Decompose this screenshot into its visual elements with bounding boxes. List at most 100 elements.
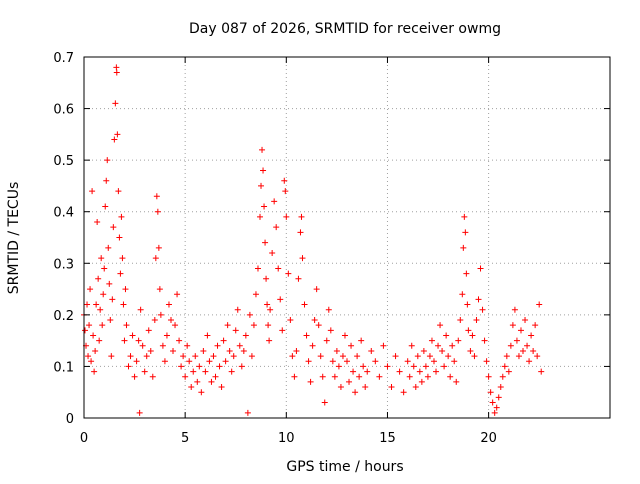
data-point [414, 353, 421, 360]
x-tick-label: 15 [379, 431, 396, 446]
data-point [303, 332, 310, 339]
data-point [202, 368, 209, 375]
data-point [439, 347, 446, 354]
data-point [131, 373, 138, 380]
data-point [293, 347, 300, 354]
data-point [517, 327, 524, 334]
data-point [503, 353, 510, 360]
data-point [196, 363, 203, 370]
data-point [354, 353, 361, 360]
data-point [232, 327, 239, 334]
data-point [428, 337, 435, 344]
data-point [532, 322, 539, 329]
data-point [420, 347, 427, 354]
data-point [277, 296, 284, 303]
data-point [167, 317, 174, 324]
data-point [92, 347, 99, 354]
data-point [165, 301, 172, 308]
data-point [244, 409, 251, 416]
data-point [449, 342, 456, 349]
data-point [172, 322, 179, 329]
data-point [257, 213, 264, 220]
data-point [311, 317, 318, 324]
data-point [451, 358, 458, 365]
data-point [101, 265, 108, 272]
data-point [461, 213, 468, 220]
data-point [214, 342, 221, 349]
data-point [208, 378, 215, 385]
data-point [91, 368, 98, 375]
data-point [329, 358, 336, 365]
data-point [520, 347, 527, 354]
data-point [530, 347, 537, 354]
data-point [112, 100, 119, 107]
data-point [154, 208, 161, 215]
data-point [129, 332, 136, 339]
data-point [82, 327, 89, 334]
data-point [230, 353, 237, 360]
data-point [339, 353, 346, 360]
data-point [218, 384, 225, 391]
data-point [295, 275, 302, 282]
data-point [90, 332, 97, 339]
data-point [313, 286, 320, 293]
data-point [87, 286, 94, 293]
data-point [135, 337, 142, 344]
data-point [356, 373, 363, 380]
data-point [133, 358, 140, 365]
data-point [368, 347, 375, 354]
data-point [337, 384, 344, 391]
data-point [410, 363, 417, 370]
data-point [282, 188, 289, 195]
data-point [170, 347, 177, 354]
data-point [119, 255, 126, 262]
data-point [240, 347, 247, 354]
data-point [137, 306, 144, 313]
data-point [271, 198, 278, 205]
data-point [460, 244, 467, 251]
data-point [114, 131, 121, 138]
data-point [116, 234, 123, 241]
data-point [331, 373, 338, 380]
data-point [104, 157, 111, 164]
data-point [121, 337, 128, 344]
data-point [416, 368, 423, 375]
data-point [180, 353, 187, 360]
data-point [467, 347, 474, 354]
data-point [161, 358, 168, 365]
data-point [99, 322, 106, 329]
data-point [139, 342, 146, 349]
data-point [156, 286, 163, 293]
data-point [266, 337, 273, 344]
data-point [275, 265, 282, 272]
data-point [435, 342, 442, 349]
x-tick-label: 5 [181, 431, 189, 446]
data-point [473, 317, 480, 324]
data-point [299, 255, 306, 262]
data-point [178, 363, 185, 370]
data-point [151, 317, 158, 324]
data-point [475, 296, 482, 303]
data-point [534, 353, 541, 360]
data-point [433, 368, 440, 375]
data-point [380, 342, 387, 349]
data-point [224, 322, 231, 329]
data-point [447, 373, 454, 380]
data-point [258, 182, 265, 189]
data-point [118, 213, 125, 220]
data-point [335, 363, 342, 370]
data-point [155, 244, 162, 251]
data-point [220, 337, 227, 344]
data-point [216, 363, 223, 370]
data-point [222, 358, 229, 365]
data-point [289, 353, 296, 360]
data-point [309, 342, 316, 349]
data-point [360, 363, 367, 370]
x-tick-label: 10 [278, 431, 295, 446]
data-point [226, 347, 233, 354]
data-point [344, 358, 350, 365]
data-point [406, 373, 413, 380]
data-point [445, 353, 452, 360]
data-point [174, 291, 181, 298]
data-point [443, 332, 450, 339]
